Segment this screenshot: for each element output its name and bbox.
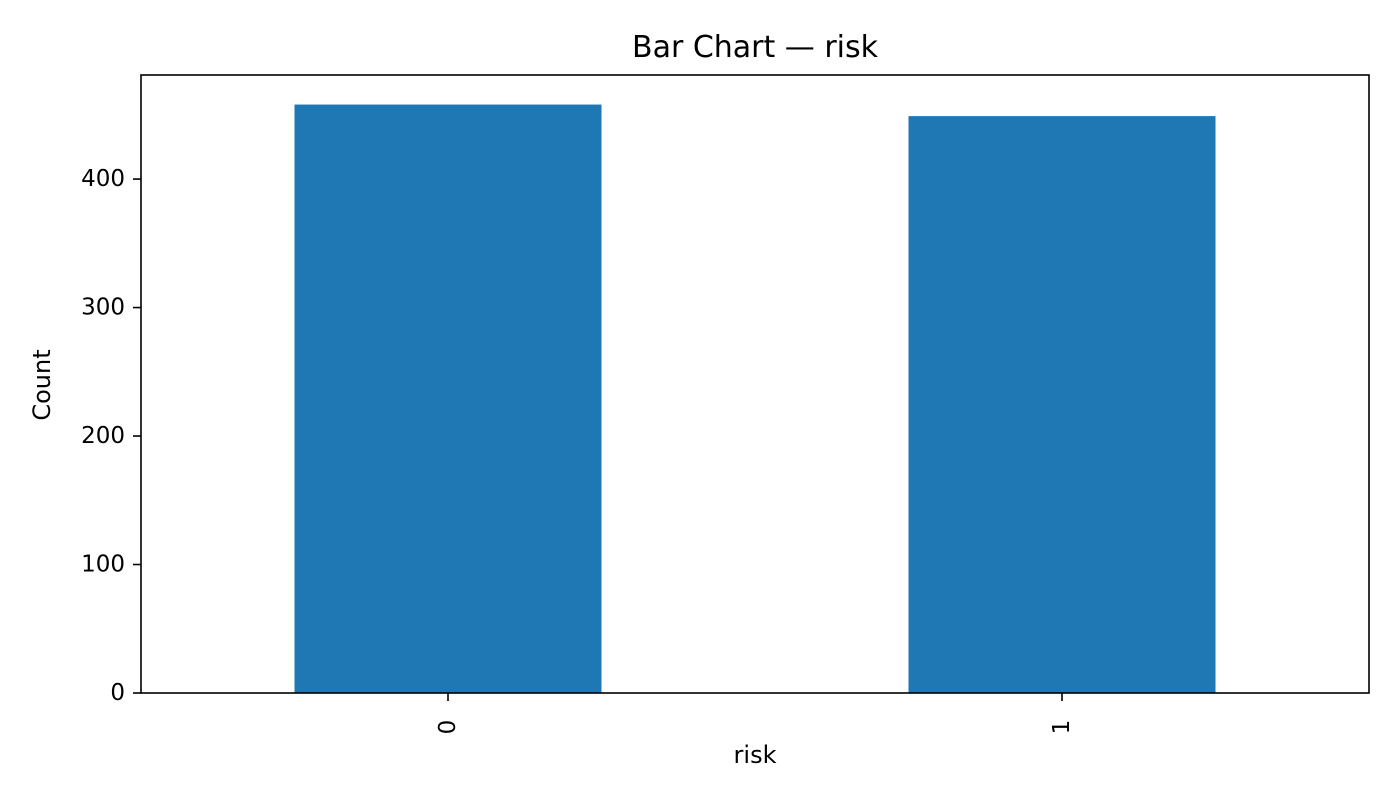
plot-frame [140,74,1370,694]
y-tick-label: 300 [81,295,125,321]
y-axis-ticks: 0 100 200 300 400 [81,166,141,706]
bars-layer [294,104,1216,694]
bar-0 [294,104,602,694]
chart-title: Bar Chart — risk [632,30,879,65]
y-tick-label: 0 [110,680,125,706]
x-axis-label: risk [734,741,777,769]
x-tick-label: 1 [1049,720,1075,735]
y-tick-label: 100 [81,552,125,578]
y-axis-label: Count [28,349,56,420]
bar-1 [908,116,1216,694]
y-tick-label: 200 [81,423,125,449]
x-tick-label: 0 [435,720,461,735]
y-tick-label: 400 [81,166,125,192]
